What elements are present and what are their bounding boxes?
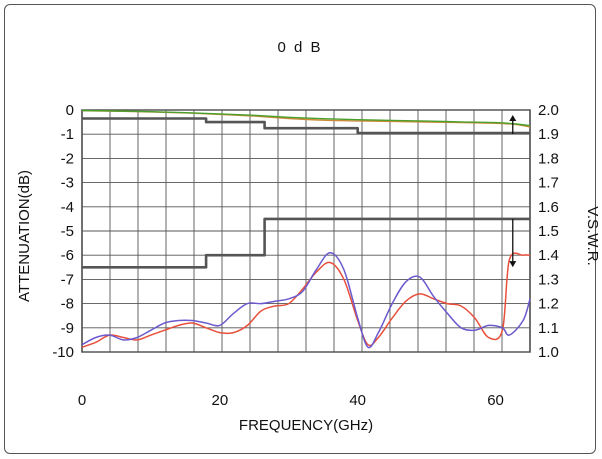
y-axis-left-label: ATTENUATION(dB) <box>16 170 33 302</box>
vswr-measured-a-line <box>81 252 531 348</box>
grid <box>81 109 531 353</box>
y-left-tick-label: -5 <box>61 223 74 240</box>
y-left-tick-label: -9 <box>61 320 74 337</box>
y-right-tick-label: 2.0 <box>538 102 559 119</box>
y-right-tick-label: 1.0 <box>538 344 559 361</box>
up-arrow-head-icon <box>509 115 517 122</box>
x-axis-label: FREQUENCY(GHz) <box>239 417 373 434</box>
y-left-tick-label: -4 <box>61 199 74 216</box>
x-tick-label: 0 <box>78 392 86 409</box>
y-left-tick-label: -1 <box>61 126 74 143</box>
y-right-tick-label: 1.2 <box>538 296 559 313</box>
y-left-tick-label: -7 <box>61 271 74 288</box>
x-tick-label: 40 <box>349 392 366 409</box>
y-left-tick-label: -10 <box>52 344 74 361</box>
chart-title: 0 d B <box>277 39 322 56</box>
y-left-tick-label: -2 <box>61 150 74 167</box>
x-tick-label: 20 <box>212 392 229 409</box>
y-right-tick-label: 1.3 <box>538 271 559 288</box>
down-arrow-head-icon <box>509 261 517 268</box>
vswr-measured-b-line <box>81 252 531 349</box>
limit-arrows <box>509 115 517 268</box>
y-left-tick-label: -3 <box>61 175 74 192</box>
y-right-tick-label: 1.5 <box>538 223 559 240</box>
attenuation-limit-line <box>82 117 530 135</box>
chart-frame <box>4 4 596 454</box>
y-right-tick-label: 1.4 <box>538 247 559 264</box>
y-right-tick-label: 1.1 <box>538 320 559 337</box>
y-right-tick-label: 1.9 <box>538 126 559 143</box>
y-left-tick-label: -8 <box>61 296 74 313</box>
y-right-tick-label: 1.6 <box>538 199 559 216</box>
series-layer <box>81 109 531 349</box>
attenuation-measured-b-line <box>81 109 531 127</box>
vswr-limit-line <box>82 217 530 269</box>
y-axis-right-label: V.S.W.R. <box>584 206 601 265</box>
y-right-tick-label: 1.8 <box>538 150 559 167</box>
y-left-tick-label: -6 <box>61 247 74 264</box>
tick-labels: 0 -1 -2 -3 -4 -5 -6 -7 -8 -9 -10 2.0 1.9 1.8 1.7 1.6 1.5… <box>52 102 559 409</box>
y-left-tick-label: 0 <box>66 102 74 119</box>
x-tick-label: 60 <box>487 392 504 409</box>
y-right-tick-label: 1.7 <box>538 175 559 192</box>
